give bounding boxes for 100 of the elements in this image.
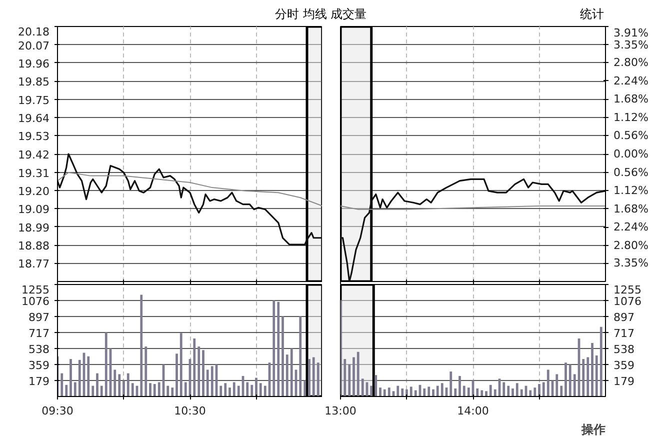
text: 3.35% bbox=[614, 38, 648, 52]
bar bbox=[401, 388, 404, 396]
bar bbox=[304, 380, 306, 396]
bar bbox=[507, 386, 510, 396]
bar bbox=[184, 382, 187, 396]
bar bbox=[180, 333, 182, 396]
bar bbox=[396, 386, 400, 396]
bar bbox=[476, 388, 479, 396]
bar bbox=[250, 384, 254, 396]
bar bbox=[458, 376, 461, 396]
y-tick-label: 20.18 bbox=[18, 26, 50, 38]
bar bbox=[312, 357, 315, 396]
bar bbox=[494, 389, 496, 396]
bar bbox=[595, 355, 598, 396]
y-tick-label: 19.31 bbox=[18, 166, 50, 180]
bar bbox=[202, 350, 204, 396]
bar bbox=[166, 386, 170, 396]
y-tick-label: 1255 bbox=[22, 284, 50, 296]
bar bbox=[316, 362, 320, 396]
bar bbox=[534, 388, 536, 396]
bar bbox=[462, 386, 466, 396]
y-tick-label: 19.75 bbox=[18, 94, 50, 107]
y-tick-label: 19.85 bbox=[18, 76, 50, 89]
bar bbox=[264, 386, 266, 396]
bar bbox=[538, 384, 540, 396]
text: 3.35% bbox=[614, 256, 648, 270]
bar bbox=[352, 357, 355, 396]
text: 1.12% bbox=[614, 184, 648, 198]
bar bbox=[546, 370, 550, 396]
y-tick-label: 19.64 bbox=[18, 112, 50, 126]
bar bbox=[282, 316, 284, 396]
y-tick-label: 1255 bbox=[614, 284, 642, 296]
bar bbox=[308, 359, 310, 396]
bar bbox=[356, 352, 360, 396]
y-tick-label: 19.42 bbox=[18, 148, 50, 162]
bar bbox=[383, 389, 386, 396]
x-tick-label: 13:00 bbox=[324, 404, 356, 418]
bar bbox=[379, 388, 382, 396]
bar bbox=[114, 370, 116, 396]
bar bbox=[591, 342, 594, 396]
bar bbox=[467, 388, 470, 396]
bar bbox=[480, 390, 484, 396]
bar bbox=[582, 359, 585, 396]
bar bbox=[423, 388, 426, 396]
y-tick-label: 18.77 bbox=[18, 258, 50, 271]
bar bbox=[70, 359, 72, 396]
y-tick-label: 897 bbox=[614, 310, 634, 324]
text: 统计 bbox=[580, 6, 604, 23]
y-tick-label: 179 bbox=[28, 375, 50, 388]
bar bbox=[410, 386, 412, 396]
bar bbox=[432, 389, 434, 396]
bar bbox=[96, 373, 98, 396]
bar bbox=[92, 386, 94, 396]
y-tick-label: 20.07 bbox=[18, 39, 50, 52]
bar bbox=[428, 386, 430, 396]
y-tick-label: 19.53 bbox=[18, 130, 50, 144]
x-tick-label: 10:30 bbox=[174, 404, 206, 418]
bar bbox=[237, 386, 240, 396]
bar bbox=[348, 364, 351, 396]
bar bbox=[564, 362, 567, 396]
bar bbox=[388, 388, 390, 396]
bar bbox=[171, 388, 174, 396]
bar bbox=[414, 390, 417, 396]
text: 0.56% bbox=[614, 166, 648, 179]
bar bbox=[344, 359, 346, 396]
y-tick-label: 538 bbox=[28, 342, 50, 356]
bar bbox=[87, 356, 90, 396]
text: 操作 bbox=[580, 422, 606, 436]
bar bbox=[560, 386, 563, 396]
text: 0.00% bbox=[614, 148, 648, 160]
bar bbox=[104, 332, 108, 396]
bar bbox=[220, 386, 222, 396]
bar bbox=[144, 346, 148, 396]
bar bbox=[100, 386, 103, 396]
y-tick-label: 717 bbox=[28, 327, 50, 340]
text: 分时 均线 成交量 bbox=[275, 6, 367, 23]
bar bbox=[198, 346, 200, 396]
bar bbox=[140, 294, 143, 396]
y-tick-label: 18.88 bbox=[18, 240, 50, 253]
text: 0.56% bbox=[614, 129, 648, 142]
y-tick-label: 179 bbox=[614, 375, 634, 388]
bar bbox=[176, 354, 178, 396]
line-series bbox=[58, 153, 322, 246]
bar bbox=[586, 357, 590, 396]
text: 2.24% bbox=[614, 74, 648, 88]
bar bbox=[361, 378, 364, 396]
bar bbox=[529, 390, 532, 396]
y-tick-label: 359 bbox=[28, 358, 50, 372]
bar bbox=[299, 316, 302, 396]
text: 2.24% bbox=[614, 220, 648, 234]
bar bbox=[193, 338, 196, 396]
bar bbox=[272, 300, 276, 396]
bar bbox=[118, 374, 121, 396]
y-tick-label: 897 bbox=[28, 310, 50, 324]
bar bbox=[74, 382, 76, 396]
text: 1.12% bbox=[614, 110, 648, 124]
y-tick-label: 1076 bbox=[22, 294, 50, 308]
bar bbox=[206, 370, 209, 396]
bar bbox=[122, 380, 125, 396]
bar bbox=[485, 391, 488, 396]
